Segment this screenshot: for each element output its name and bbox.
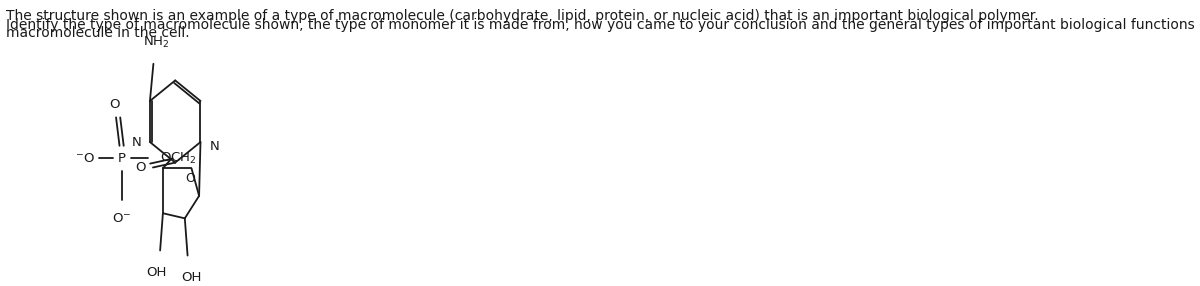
Text: macromolecule in the cell.: macromolecule in the cell. (6, 26, 190, 40)
Text: N: N (210, 140, 220, 154)
Text: OH: OH (181, 271, 202, 284)
Text: NH$_2$: NH$_2$ (143, 35, 169, 50)
Text: Identify the type of macromolecule shown, the type of monomer it is made from, h: Identify the type of macromolecule shown… (6, 18, 1200, 32)
Text: OCH$_2$: OCH$_2$ (160, 151, 197, 166)
Text: $^{-}$O: $^{-}$O (76, 152, 95, 165)
Text: O$^{-}$: O$^{-}$ (112, 212, 131, 225)
Text: OH: OH (145, 266, 166, 279)
Text: O: O (109, 98, 120, 111)
Text: P: P (118, 152, 126, 165)
Text: O: O (185, 172, 196, 184)
Text: O: O (136, 161, 146, 174)
Text: N: N (132, 136, 142, 148)
Text: The structure shown is an example of a type of macromolecule (carbohydrate, lipi: The structure shown is an example of a t… (6, 9, 1038, 23)
